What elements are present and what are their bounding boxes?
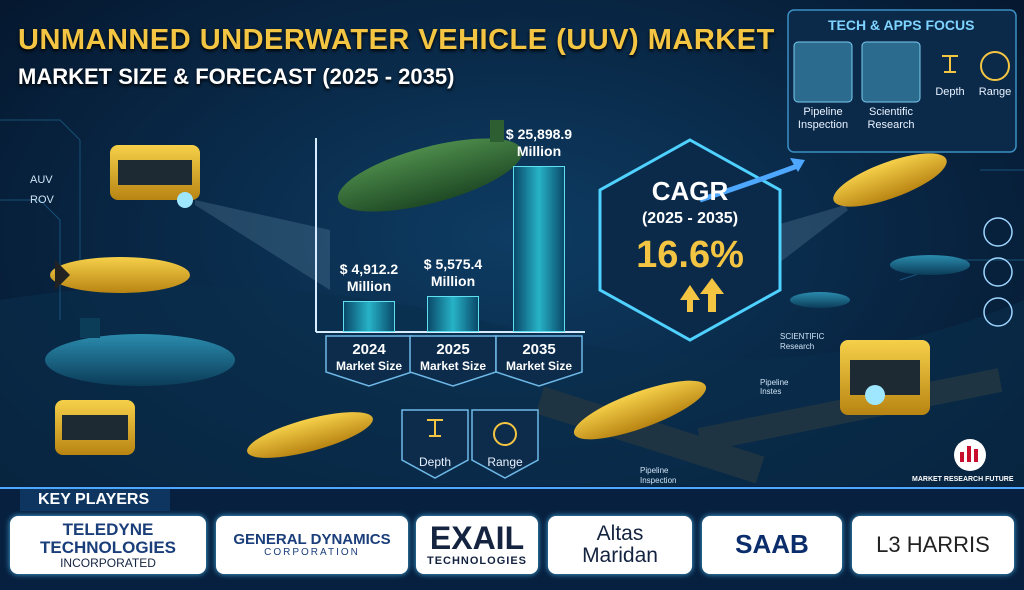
bar [427, 296, 479, 332]
category-badges [325, 335, 583, 479]
auv-label: AUV [30, 174, 53, 186]
key-players-title: KEY PLAYERS [38, 491, 150, 508]
logo-text: INCORPORATED [60, 555, 156, 570]
logo-text: TECHNOLOGIES [426, 555, 527, 568]
cagr-value: 16.6% [636, 234, 744, 276]
cagr-arrows [680, 278, 724, 312]
logo-text: SAAB [735, 529, 809, 560]
logo-text: EXAIL [429, 520, 525, 557]
x-tick-label: 2025 [436, 341, 470, 358]
auv-yellow-1 [50, 257, 190, 293]
player-logo: Altas Maridan [548, 516, 692, 574]
auv-yellow-2 [247, 412, 373, 458]
logo-text: Maridan [582, 544, 658, 567]
sub-green [337, 120, 523, 212]
value-label: $ 4,912.2 Million [339, 260, 399, 294]
auv-yellow-3 [573, 380, 707, 440]
bar [343, 300, 395, 332]
subtitle: MARKET SIZE & FORECAST (2025 - 2035) [18, 64, 455, 89]
player-logo: L3 HARRIS [852, 516, 1014, 574]
player-logo: EXAIL TECHNOLOGIES [416, 516, 538, 574]
rov-right [840, 340, 930, 415]
tech-item: Range [978, 86, 1012, 98]
scientific-label: SCIENTIFIC Research [780, 332, 825, 351]
tech-panel-title: TECH & APPS FOCUS [828, 17, 975, 33]
value-label: $ 25,898.9 Million [505, 126, 573, 160]
rov-bottom-left [55, 400, 135, 455]
player-logo: TELEDYNE TECHNOLOGIES INCORPORATED [10, 516, 206, 574]
logo-text: Altas [596, 521, 644, 545]
mrf-brand: MARKET RESEARCH FUTURE [912, 476, 1014, 483]
value-label: $ 5,575.4 Million [423, 256, 483, 290]
logo-text: TELEDYNE [62, 519, 154, 539]
category-caption: Market Size [335, 359, 403, 373]
player-logo: SAAB [702, 516, 842, 574]
logo-text: CORPORATION [264, 546, 360, 558]
title: UNMANNED UNDERWATER VEHICLE (UUV) MARKET [18, 24, 775, 56]
tech-item: Scientific Research [867, 106, 915, 131]
logo-text: GENERAL DYNAMICS [233, 530, 391, 548]
cagr-label: CAGR [651, 176, 729, 206]
side-icons [983, 217, 1013, 327]
pipeline-label-1: Pipeline Instes [760, 378, 789, 396]
auv-teal [45, 318, 235, 386]
rov-top-left [110, 145, 200, 208]
tech-item: Depth [935, 86, 965, 98]
x-tick-label: 2035 [522, 341, 556, 358]
pipeline-label-2: Pipeline Inspection [640, 466, 677, 485]
seafloor [0, 285, 1024, 490]
key-players-tab [20, 489, 170, 511]
range-badge: Range [487, 455, 523, 469]
player-logo: GENERAL DYNAMICS CORPORATION [216, 516, 408, 574]
rov-label: ROV [30, 194, 54, 206]
logo-text: L3 HARRIS [876, 532, 990, 558]
category-caption: Market Size [505, 359, 573, 373]
cagr-period: (2025 - 2035) [641, 210, 739, 227]
category-caption: Market Size [419, 359, 487, 373]
auv-yellow-4 [833, 153, 947, 207]
bar [513, 166, 565, 332]
logo-text: TECHNOLOGIES [39, 537, 176, 557]
tech-item: Pipeline Inspection [797, 106, 849, 131]
x-tick-label: 2024 [352, 341, 386, 358]
depth-badge: Depth [418, 455, 452, 469]
